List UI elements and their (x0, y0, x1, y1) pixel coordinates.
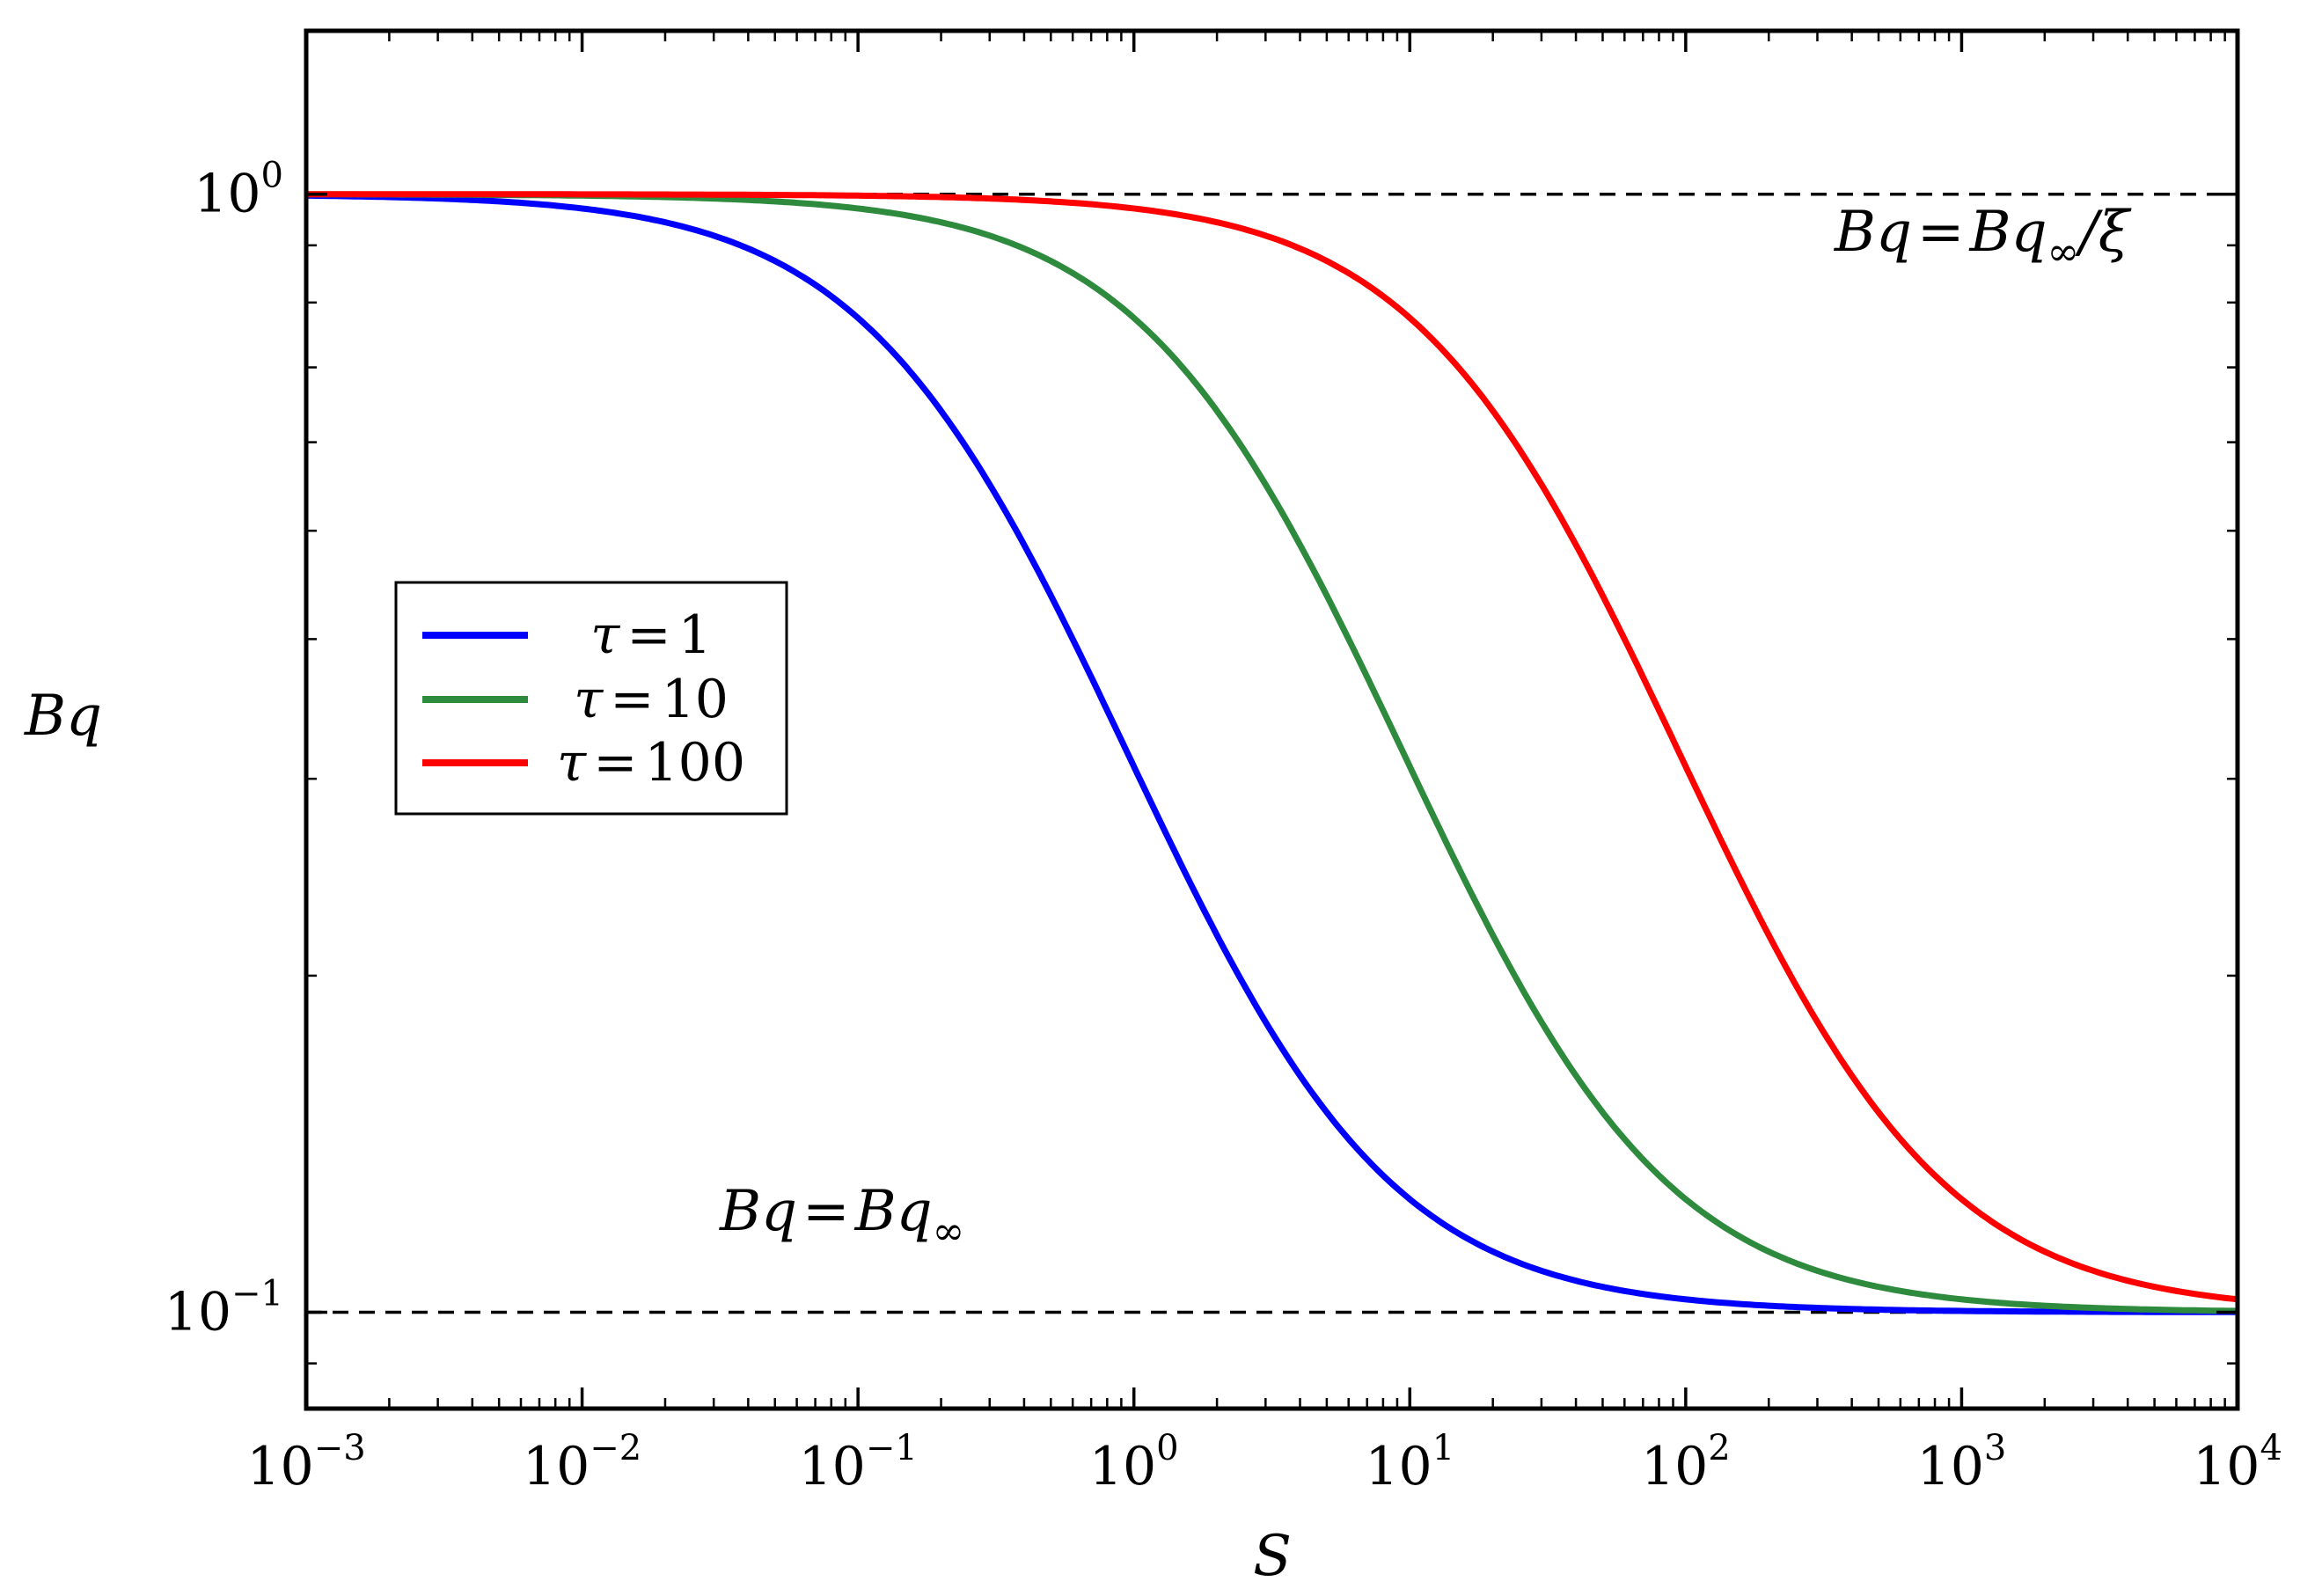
legend-label-tau-100: τ = 100 (557, 732, 745, 794)
legend-label-tau-1: τ = 1 (590, 604, 712, 666)
series-line-tau-1 (305, 192, 2238, 1315)
legend-item-tau-1: τ = 1 (422, 604, 712, 666)
series-line-tau-100 (306, 191, 2238, 1303)
curves (305, 191, 2238, 1315)
x-tick-label-5: 102 (1641, 1428, 1731, 1497)
legend-item-tau-100: τ = 100 (422, 732, 745, 794)
x-tick-label-3: 100 (1089, 1428, 1179, 1497)
x-tick-label-6: 103 (1917, 1428, 2007, 1497)
y-tick-label-0: 10−1 (165, 1273, 283, 1343)
tick-labels: 10−3 10−2 10−1 100 101 102 103 104 10−1 100 (165, 156, 2282, 1497)
y-tick-label-1: 100 (194, 156, 283, 225)
x-tick-label-2: 10−1 (798, 1428, 917, 1497)
annotation-lower: Bq=Bq∞ (719, 1179, 964, 1254)
x-tick-label-1: 10−2 (523, 1428, 641, 1497)
plot-frame (304, 28, 2240, 1411)
legend: τ = 1 τ = 10 τ = 100 (394, 581, 788, 816)
x-tick-label-0: 10−3 (246, 1428, 365, 1497)
y-axis-label: Bq (24, 684, 102, 749)
x-axis-label: S (1253, 1524, 1292, 1589)
annotation-upper: Bq=Bq∞/ξ (1834, 200, 2132, 275)
x-tick-label-7: 104 (2193, 1428, 2282, 1497)
legend-item-tau-10: τ = 10 (422, 669, 729, 730)
legend-label-tau-10: τ = 10 (574, 669, 729, 730)
x-tick-label-4: 101 (1365, 1428, 1454, 1497)
